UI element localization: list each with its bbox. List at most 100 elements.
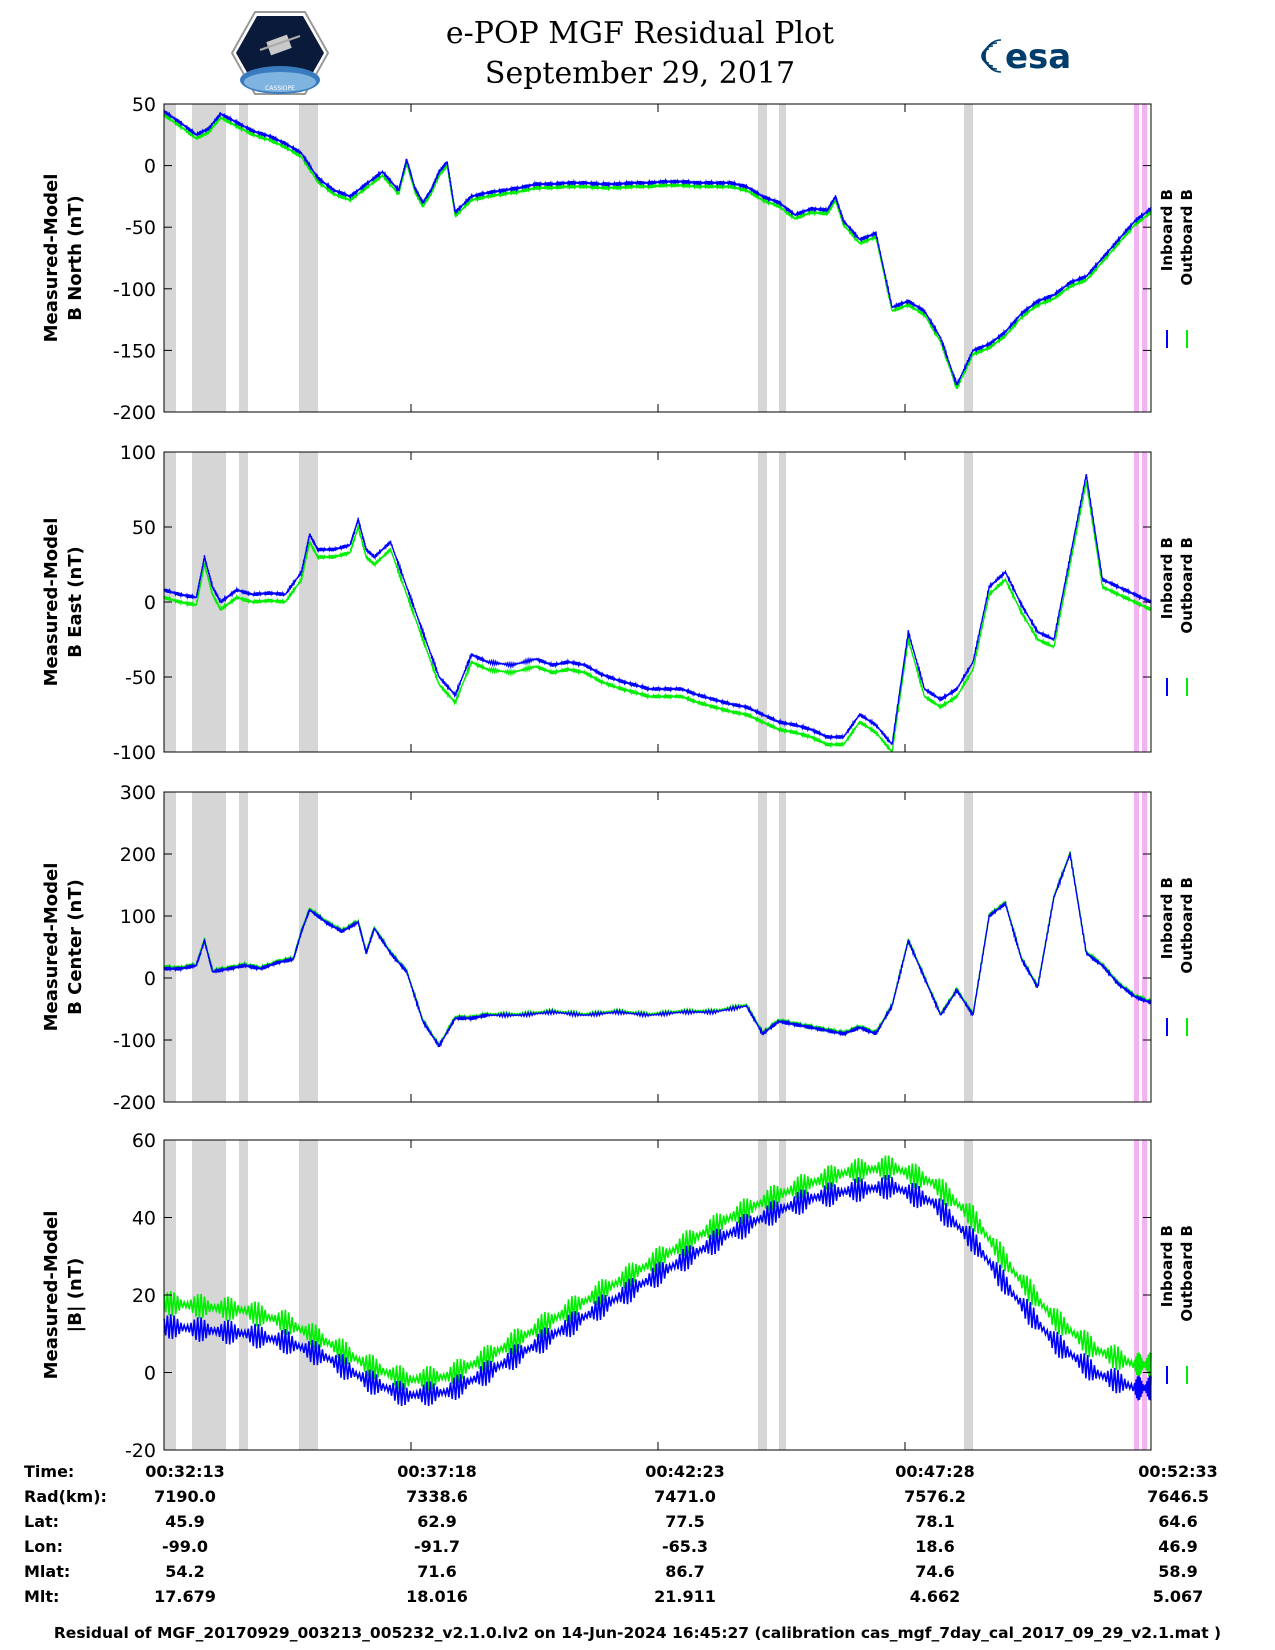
data-gap-band — [964, 792, 973, 1102]
cassiope-logo: CASSIOPE — [230, 11, 330, 95]
data-gap-band — [164, 792, 176, 1102]
ephemeris-label: Mlat: — [24, 1562, 71, 1581]
ephemeris-value: 5.067 — [1152, 1587, 1204, 1606]
y-tick-label: -150 — [113, 340, 156, 362]
panel-3: 300 200 100 0 -100 -200 Measured-Model B Center… — [41, 782, 1196, 1114]
y-axis-label-units: B East (nT) — [65, 546, 86, 658]
y-axis-label: Measured-Model — [41, 174, 62, 343]
y-tick-label: 50 — [132, 517, 156, 539]
y-tick-label: 0 — [144, 968, 156, 990]
ephemeris-value: -65.3 — [661, 1537, 709, 1556]
ephemeris-row: Time: 00:32:13 00:37:18 00:42:23 00:47:28 00:… — [0, 1462, 1275, 1486]
ephemeris-value: 54.2 — [165, 1562, 205, 1581]
data-gap-band — [779, 452, 786, 752]
data-gap-band-pink — [1142, 104, 1147, 412]
ephemeris-value: 00:52:33 — [1138, 1462, 1218, 1481]
data-gap-band — [299, 792, 318, 1102]
series-line-outboard — [163, 113, 1152, 390]
y-tick-label: -20 — [125, 1440, 156, 1460]
ephemeris-value: -91.7 — [413, 1537, 461, 1556]
data-gap-band — [239, 452, 248, 752]
y-tick-label: 60 — [132, 1130, 156, 1152]
ephemeris-value: 74.6 — [915, 1562, 955, 1581]
ephemeris-row: Lon: -99.0 -91.7 -65.3 18.6 46.9 — [0, 1537, 1275, 1561]
ephemeris-value: 17.679 — [154, 1587, 216, 1606]
data-gap-band-pink — [1142, 792, 1147, 1102]
data-gap-band — [192, 792, 226, 1102]
ephemeris-value: 00:42:23 — [645, 1462, 725, 1481]
ephemeris-value: 00:47:28 — [895, 1462, 975, 1481]
ephemeris-value: 21.911 — [654, 1587, 716, 1606]
data-gap-band — [758, 452, 767, 752]
series-line-inboard — [163, 473, 1152, 745]
data-gap-band — [758, 104, 767, 412]
panel-4: 60 40 20 0 -20 Measured-Model |B| (nT) Inboard … — [41, 1130, 1196, 1460]
esa-logo-text: esa — [1005, 37, 1071, 77]
ephemeris-value: -99.0 — [161, 1537, 209, 1556]
data-gap-band — [192, 104, 226, 412]
title-line-1: e-POP MGF Residual Plot — [445, 16, 835, 51]
y-axis-label: Measured-Model — [41, 518, 62, 687]
ephemeris-table: Time: 00:32:13 00:37:18 00:42:23 00:47:28 00:… — [0, 1462, 1275, 1622]
data-gap-band — [239, 792, 248, 1102]
legend-label-outboard: Outboard B — [1178, 877, 1196, 974]
ephemeris-value: 86.7 — [665, 1562, 705, 1581]
y-axis-label: Measured-Model — [41, 1211, 62, 1380]
ephemeris-row: Mlat: 54.2 71.6 86.7 74.6 58.9 — [0, 1562, 1275, 1586]
y-tick-label: -100 — [113, 1030, 156, 1052]
ephemeris-value: 64.6 — [1158, 1512, 1198, 1531]
ephemeris-value: 7190.0 — [154, 1487, 216, 1506]
ephemeris-label: Lat: — [24, 1512, 60, 1531]
ephemeris-value: 7338.6 — [406, 1487, 468, 1506]
ephemeris-value: 7646.5 — [1147, 1487, 1209, 1506]
data-gap-band — [779, 104, 786, 412]
y-tick-label: 50 — [132, 94, 156, 116]
data-gap-band — [299, 104, 318, 412]
y-tick-label: 0 — [144, 156, 156, 178]
data-gap-band — [239, 104, 248, 412]
ephemeris-row: Lat: 45.9 62.9 77.5 78.1 64.6 — [0, 1512, 1275, 1536]
plot-title: e-POP MGF Residual Plot September 29, 20… — [340, 14, 940, 94]
ephemeris-row: Mlt: 17.679 18.016 21.911 4.662 5.067 — [0, 1587, 1275, 1611]
data-gap-band — [239, 1140, 248, 1450]
y-tick-label: -50 — [125, 217, 156, 239]
ephemeris-value: 46.9 — [1158, 1537, 1198, 1556]
y-tick-label: 100 — [120, 442, 156, 464]
legend-label-inboard: Inboard B — [1158, 1225, 1176, 1307]
data-gap-band — [299, 1140, 318, 1450]
y-tick-label: 0 — [144, 592, 156, 614]
data-gap-band — [299, 452, 318, 752]
data-gap-band — [964, 452, 973, 752]
legend-label-inboard: Inboard B — [1158, 189, 1176, 271]
ephemeris-row: Rad(km): 7190.0 7338.6 7471.0 7576.2 7646.5 — [0, 1487, 1275, 1511]
ephemeris-label: Time: — [24, 1462, 75, 1481]
y-tick-label: 100 — [120, 906, 156, 928]
ephemeris-value: 18.016 — [406, 1587, 468, 1606]
legend-label-inboard: Inboard B — [1158, 537, 1176, 619]
y-tick-label: 300 — [120, 782, 156, 804]
series-line-inboard — [163, 110, 1152, 386]
data-gap-band — [164, 104, 176, 412]
footer-caption: Residual of MGF_20170929_003213_005232_v… — [53, 1624, 1222, 1642]
data-gap-band — [758, 1140, 767, 1450]
ephemeris-label: Lon: — [24, 1537, 63, 1556]
y-tick-label: -200 — [113, 402, 156, 424]
ephemeris-value: 18.6 — [915, 1537, 955, 1556]
y-tick-label: -200 — [113, 1092, 156, 1114]
cassiope-logo-text: CASSIOPE — [265, 85, 295, 92]
data-gap-band — [758, 792, 767, 1102]
ephemeris-value: 00:37:18 — [397, 1462, 477, 1481]
ephemeris-value: 45.9 — [165, 1512, 205, 1531]
data-gap-band-pink — [1134, 104, 1139, 412]
ephemeris-value: 4.662 — [909, 1587, 961, 1606]
ephemeris-value: 77.5 — [665, 1512, 705, 1531]
legend-label-outboard: Outboard B — [1178, 1225, 1196, 1322]
ephemeris-value: 00:32:13 — [145, 1462, 225, 1481]
title-line-2: September 29, 2017 — [484, 56, 796, 91]
data-gap-band-pink — [1134, 792, 1139, 1102]
legend-label-outboard: Outboard B — [1178, 537, 1196, 634]
y-tick-label: -100 — [113, 742, 156, 764]
y-tick-label: -50 — [125, 667, 156, 689]
data-gap-band-pink — [1134, 1140, 1139, 1450]
